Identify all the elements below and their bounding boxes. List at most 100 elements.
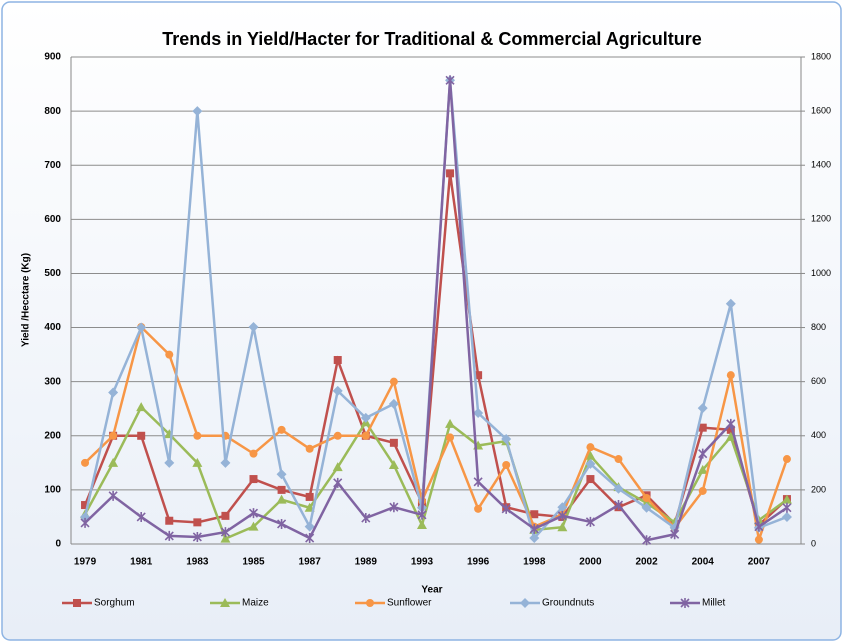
marker bbox=[81, 458, 90, 467]
marker bbox=[220, 527, 230, 538]
x-axis-label: Year bbox=[421, 585, 442, 596]
marker bbox=[445, 75, 455, 86]
marker bbox=[446, 433, 455, 442]
series-line bbox=[84, 324, 789, 541]
legend-marker bbox=[680, 598, 690, 608]
marker bbox=[361, 513, 371, 524]
series-line bbox=[84, 80, 788, 542]
x-tick-label: 2002 bbox=[635, 557, 658, 568]
legend-marker bbox=[366, 599, 374, 607]
legend-marker bbox=[220, 598, 230, 607]
marker bbox=[725, 431, 736, 441]
marker bbox=[585, 458, 596, 469]
y-tick-label: 300 bbox=[44, 376, 61, 387]
series-line bbox=[83, 405, 788, 541]
marker bbox=[613, 500, 624, 511]
y-tick-label: 500 bbox=[44, 268, 61, 279]
marker bbox=[276, 494, 287, 504]
marker bbox=[557, 502, 568, 513]
y-tick-label: 200 bbox=[44, 430, 61, 441]
marker bbox=[81, 501, 90, 510]
y-tick-label: 800 bbox=[44, 106, 61, 117]
marker bbox=[137, 431, 146, 440]
marker bbox=[726, 418, 736, 429]
marker bbox=[726, 371, 735, 380]
marker bbox=[557, 522, 568, 532]
marker bbox=[642, 535, 652, 546]
marker bbox=[754, 521, 764, 532]
marker bbox=[416, 520, 427, 530]
marker bbox=[389, 377, 398, 386]
marker bbox=[501, 503, 511, 514]
marker bbox=[782, 502, 792, 513]
y-axis-label: Yield /Hecctare (Kg) bbox=[21, 253, 32, 347]
marker bbox=[109, 431, 118, 440]
marker bbox=[698, 448, 708, 459]
marker bbox=[697, 464, 708, 474]
y2-tick-label: 600 bbox=[811, 376, 826, 386]
x-tick-label: 1983 bbox=[186, 557, 209, 568]
marker bbox=[586, 475, 595, 484]
marker bbox=[361, 431, 370, 440]
marker bbox=[136, 402, 147, 412]
marker bbox=[586, 443, 595, 452]
marker bbox=[108, 387, 119, 398]
marker bbox=[725, 298, 736, 309]
marker bbox=[585, 516, 595, 527]
x-tick-label: 2000 bbox=[579, 557, 602, 568]
legend-label: Millet bbox=[702, 598, 726, 609]
y-tick-label: 900 bbox=[44, 52, 61, 63]
marker bbox=[473, 476, 483, 487]
y2-tick-label: 400 bbox=[811, 430, 826, 440]
legend-marker bbox=[520, 598, 530, 608]
marker bbox=[501, 434, 512, 445]
marker bbox=[248, 508, 259, 519]
y2-tick-label: 0 bbox=[811, 538, 816, 548]
marker bbox=[360, 412, 371, 423]
y-tick-label: 100 bbox=[44, 485, 61, 496]
marker bbox=[726, 425, 735, 434]
marker bbox=[221, 511, 230, 520]
marker bbox=[249, 449, 258, 458]
legend-label: Groundnuts bbox=[542, 598, 594, 609]
y2-tick-label: 1400 bbox=[811, 160, 831, 170]
marker bbox=[698, 486, 707, 495]
marker bbox=[164, 457, 175, 468]
marker bbox=[670, 529, 680, 540]
marker bbox=[136, 322, 147, 333]
marker bbox=[305, 444, 314, 453]
marker bbox=[249, 475, 258, 484]
marker bbox=[446, 169, 455, 178]
legend-marker bbox=[73, 599, 81, 607]
marker bbox=[304, 521, 315, 532]
marker bbox=[248, 322, 259, 333]
marker bbox=[333, 431, 342, 440]
marker bbox=[474, 504, 483, 513]
marker bbox=[164, 530, 174, 541]
x-tick-label: 1996 bbox=[467, 557, 490, 568]
x-tick-label: 1987 bbox=[299, 557, 322, 568]
x-tick-label: 1989 bbox=[355, 557, 378, 568]
marker bbox=[333, 477, 343, 488]
y-tick-label: 700 bbox=[44, 160, 61, 171]
marker bbox=[277, 425, 286, 434]
chart-title: Trends in Yield/Hacter for Traditional &… bbox=[162, 29, 701, 49]
y-tick-label: 0 bbox=[55, 539, 61, 550]
marker bbox=[192, 531, 202, 542]
x-tick-label: 1993 bbox=[411, 557, 434, 568]
marker bbox=[108, 490, 118, 501]
marker bbox=[248, 521, 259, 531]
marker bbox=[220, 457, 231, 468]
y2-tick-label: 1000 bbox=[811, 268, 831, 278]
marker bbox=[388, 459, 399, 469]
marker bbox=[641, 502, 652, 513]
marker bbox=[388, 398, 399, 409]
x-tick-label: 2004 bbox=[692, 557, 715, 568]
marker bbox=[502, 460, 511, 469]
marker bbox=[389, 438, 398, 447]
marker bbox=[193, 431, 202, 440]
marker bbox=[585, 450, 596, 460]
marker bbox=[614, 455, 623, 464]
